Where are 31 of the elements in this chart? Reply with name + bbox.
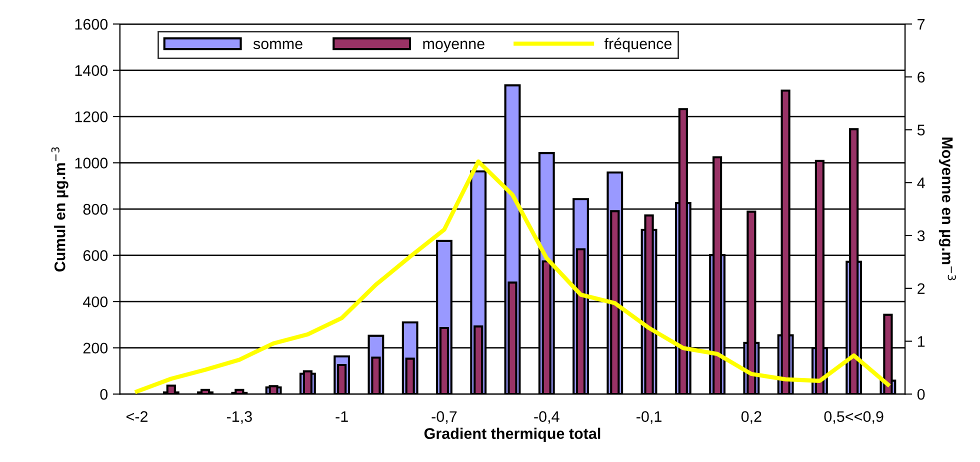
y2-tick-label: 6 bbox=[918, 72, 925, 83]
y-tick-label: 1000 bbox=[75, 158, 108, 168]
y2-tick-label: 1 bbox=[918, 336, 925, 347]
legend-label: fréquence bbox=[604, 38, 672, 52]
y-tick-label: 600 bbox=[83, 250, 108, 261]
y-tick-label: 1600 bbox=[75, 18, 108, 30]
y2-axis-title: Moyenne en µg.m$^{−3}$ bbox=[938, 138, 956, 280]
x-axis-title: Gradient thermique total bbox=[424, 428, 600, 442]
legend-label: moyenne bbox=[423, 40, 484, 52]
y-tick-label: 800 bbox=[83, 204, 108, 215]
x-tick-label: -0,4 bbox=[534, 411, 560, 424]
y2-tick-label: 7 bbox=[918, 19, 925, 30]
x-tick-label: -0,7 bbox=[432, 411, 457, 424]
y-tick-label: 200 bbox=[83, 342, 108, 354]
x-tick-label: -1 bbox=[336, 411, 348, 422]
x-tick-label: -0,1 bbox=[636, 411, 662, 424]
x-tick-label: -1,3 bbox=[226, 411, 252, 424]
legend-label: somme bbox=[253, 40, 302, 50]
x-tick-label: 0,2 bbox=[741, 411, 762, 424]
y-tick-label: 400 bbox=[83, 296, 108, 308]
y-tick-label: 1200 bbox=[75, 111, 108, 122]
y2-tick-label: 2 bbox=[918, 283, 925, 294]
x-tick-label: <-2 bbox=[126, 411, 148, 422]
y-axis-title: Cumul en µg.m$^{−3}$ bbox=[51, 147, 68, 272]
x-tick-label: 0,5<<0,9 bbox=[824, 411, 884, 424]
y2-tick-label: 5 bbox=[917, 124, 925, 136]
y2-tick-label: 4 bbox=[917, 178, 925, 188]
y-tick-label: 1400 bbox=[75, 65, 108, 76]
y2-tick-label: 3 bbox=[917, 230, 925, 242]
y2-tick-label: 0 bbox=[917, 388, 925, 400]
y-tick-label: 0 bbox=[100, 388, 108, 400]
